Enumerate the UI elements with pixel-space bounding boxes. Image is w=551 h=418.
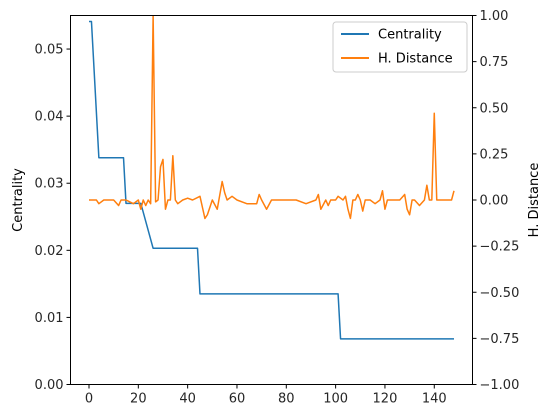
y-right-tick-label: 1.00 [480,9,509,24]
y-right-tick-label: 0.00 [480,194,509,209]
y-axis-left: 0.00 0.01 0.02 0.03 0.04 0.05 [35,43,71,393]
y-left-tick-label: 0.03 [35,177,64,192]
y-right-tick-label: 0.25 [480,147,509,162]
series-layer [89,15,455,340]
series-line-1 [89,15,455,220]
x-tick-label: 60 [229,392,246,407]
x-tick-label: 140 [422,392,447,407]
x-axis: 0 20 40 60 80 100 120 140 [85,384,447,407]
y-left-tick-label: 0.04 [35,110,64,125]
y-right-tick-label: −0.25 [480,240,520,255]
legend: Centrality H. Distance [332,21,468,73]
x-tick-label: 120 [373,392,398,407]
series-line-0 [89,20,454,340]
y-right-tick-label: 0.50 [480,101,509,116]
y-left-tick-label: 0.01 [35,311,64,326]
y-right-tick-label: −0.50 [480,286,520,301]
y-right-tick-label: −1.00 [480,378,520,393]
x-tick-label: 0 [85,392,93,407]
y-axis-right: −1.00 −0.75 −0.50 −0.25 0.00 0.25 0.50 0.75 1.00 [472,9,520,393]
y-left-tick-label: 0.02 [35,244,64,259]
y-axis-left-label: Centrality [11,168,26,232]
y-axis-right-label: H. Distance [527,163,542,238]
legend-label-centrality: Centrality [378,28,442,43]
x-tick-label: 80 [278,392,295,407]
x-tick-label: 20 [130,392,147,407]
x-tick-label: 100 [323,392,348,407]
y-left-tick-label: 0.00 [35,378,64,393]
y-right-tick-label: 0.75 [480,55,509,70]
legend-label-h-distance: H. Distance [378,52,453,67]
y-left-tick-label: 0.05 [35,43,64,58]
y-right-tick-label: −0.75 [480,332,520,347]
x-tick-label: 40 [179,392,196,407]
